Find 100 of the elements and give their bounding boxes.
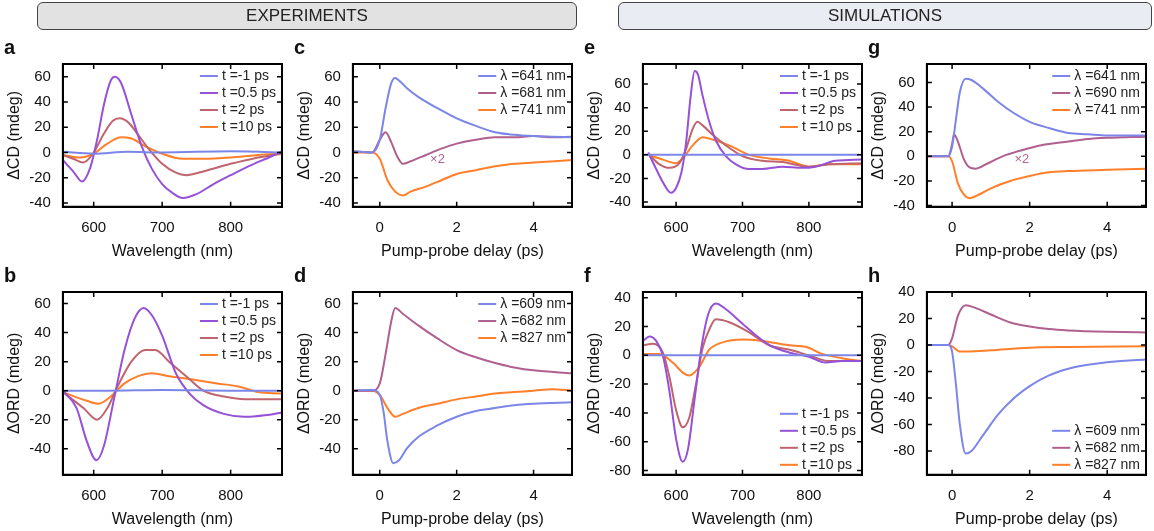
y-tick-label: -40 xyxy=(609,192,631,210)
legend-label: t =2 ps xyxy=(221,100,265,117)
chart-title: f xyxy=(584,263,591,286)
x-tick-label: 2 xyxy=(452,217,461,235)
y-tick-label: -60 xyxy=(893,414,915,432)
y-tick-label: -40 xyxy=(29,193,51,211)
y-tick-label: 0 xyxy=(332,142,341,160)
chart-title: b xyxy=(4,263,17,286)
legend-label: t =10 ps xyxy=(221,345,273,362)
y-tick-label: -20 xyxy=(893,361,915,379)
x-axis-title: Pump-probe delay (ps) xyxy=(955,241,1118,259)
y-axis-title: ΔCD (mdeg) xyxy=(5,90,23,180)
legend-label: t =2 ps xyxy=(801,100,845,117)
y-tick-label: 0 xyxy=(42,380,51,398)
y-tick-label: -40 xyxy=(893,388,915,406)
y-tick-label: 40 xyxy=(324,322,341,340)
legend-label: t =2 ps xyxy=(801,438,845,455)
chart-title: c xyxy=(294,35,306,58)
y-tick-label: -40 xyxy=(893,195,915,213)
line-series xyxy=(647,70,862,194)
legend-label: t =10 ps xyxy=(801,117,853,134)
y-axis-title: ΔORD (mdeg) xyxy=(5,332,23,435)
y-tick-label: 60 xyxy=(34,293,51,311)
y-tick-label: -20 xyxy=(319,409,341,427)
y-tick-label: 40 xyxy=(898,282,915,300)
legend-label: t =-1 ps xyxy=(221,294,269,311)
x-tick-label: 4 xyxy=(1103,485,1112,503)
x-tick-label: 600 xyxy=(663,217,689,235)
legend-label: λ =741 nm xyxy=(500,100,566,117)
y-tick-label: -20 xyxy=(29,409,51,427)
legend-label: t =10 ps xyxy=(801,455,853,472)
y-tick-label: 0 xyxy=(42,142,51,160)
x-tick-label: 600 xyxy=(663,485,689,503)
x-tick-label: 2 xyxy=(1025,485,1034,503)
legend-label: λ =609 nm xyxy=(500,294,566,311)
chart-title: e xyxy=(584,35,596,58)
y-axis-title: ΔORD (mdeg) xyxy=(295,332,313,435)
legend-label: λ =641 nm xyxy=(500,66,566,83)
legend-label: λ =681 nm xyxy=(500,83,566,100)
line-series xyxy=(352,388,572,465)
y-tick-label: 40 xyxy=(34,92,51,110)
x-tick-label: 2 xyxy=(1025,217,1034,235)
y-tick-label: 20 xyxy=(324,351,341,369)
legend-label: t =0.5 ps xyxy=(221,311,276,328)
legend-label: λ =741 nm xyxy=(1074,100,1140,117)
y-axis-title: ΔCD (mdeg) xyxy=(295,90,313,180)
y-axis-title: ΔCD (mdeg) xyxy=(869,90,887,180)
x-tick-label: 800 xyxy=(218,485,244,503)
legend-label: t =-1 ps xyxy=(221,66,269,83)
chart-title: h xyxy=(868,263,881,286)
y-tick-label: 0 xyxy=(332,380,341,398)
y-tick-label: 20 xyxy=(34,351,51,369)
x-tick-label: 800 xyxy=(796,485,822,503)
chart-title: g xyxy=(868,35,881,58)
x-tick-label: 700 xyxy=(729,217,755,235)
legend-label: t =0.5 ps xyxy=(221,83,276,100)
x-tick-label: 2 xyxy=(452,485,461,503)
y-tick-label: 20 xyxy=(898,308,915,326)
x-tick-label: 700 xyxy=(149,485,175,503)
x-tick-label: 0 xyxy=(375,217,384,235)
y-tick-label: 60 xyxy=(324,293,341,311)
y-tick-label: 0 xyxy=(906,335,915,353)
y-axis-title: ΔORD (mdeg) xyxy=(585,332,603,435)
y-tick-label: 40 xyxy=(34,322,51,340)
y-tick-label: 0 xyxy=(906,146,915,164)
y-tick-label: -20 xyxy=(609,168,631,186)
y-tick-label: 40 xyxy=(614,97,631,115)
y-tick-label: -60 xyxy=(609,431,631,449)
x-tick-label: 600 xyxy=(81,485,107,503)
chart-subtitle: EXPERIMENTS xyxy=(246,6,368,26)
x-axis-title: Pump-probe delay (ps) xyxy=(381,509,544,527)
x-tick-label: 700 xyxy=(729,485,755,503)
y-tick-label: -80 xyxy=(893,441,915,459)
y-tick-label: 40 xyxy=(614,287,631,305)
y-tick-label: 20 xyxy=(614,316,631,334)
x-axis-title: Wavelength (nm) xyxy=(691,241,814,259)
legend-label: λ =609 nm xyxy=(1074,421,1140,438)
y-tick-label: -40 xyxy=(319,438,341,456)
y-tick-label: -20 xyxy=(893,171,915,189)
annotation: ×2 xyxy=(1014,151,1030,167)
x-tick-label: 0 xyxy=(947,485,957,503)
legend-label: t =-1 ps xyxy=(801,66,849,83)
x-tick-label: 700 xyxy=(149,217,175,235)
x-axis-title: Pump-probe delay (ps) xyxy=(381,241,544,259)
chart-subtitle: SIMULATIONS xyxy=(828,6,942,26)
y-axis-title: ΔCD (mdeg) xyxy=(585,90,603,180)
y-tick-label: -20 xyxy=(319,167,341,185)
legend-label: λ =682 nm xyxy=(500,311,566,328)
legend-label: t =0.5 ps xyxy=(801,421,856,438)
y-tick-label: 60 xyxy=(898,72,915,90)
y-tick-label: -80 xyxy=(609,460,631,478)
x-tick-label: 4 xyxy=(529,217,538,235)
y-tick-label: 60 xyxy=(324,66,341,84)
legend-label: λ =827 nm xyxy=(500,328,566,345)
y-tick-label: 0 xyxy=(622,345,631,363)
y-tick-label: 40 xyxy=(898,97,915,115)
x-axis-title: Wavelength (nm) xyxy=(111,509,234,527)
x-axis-title: Wavelength (nm) xyxy=(691,509,814,527)
legend-label: λ =827 nm xyxy=(1074,455,1140,472)
y-tick-label: 20 xyxy=(614,121,631,139)
